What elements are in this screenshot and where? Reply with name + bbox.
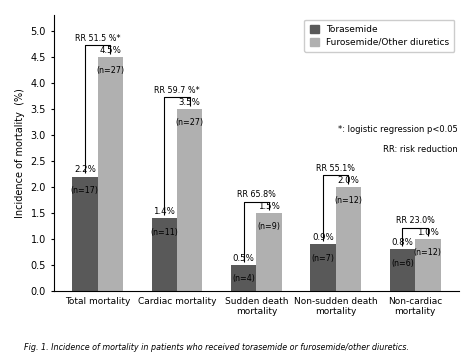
Text: (n=9): (n=9) [257, 222, 281, 231]
Text: RR 65.8%: RR 65.8% [237, 190, 276, 199]
Text: 4.5%: 4.5% [99, 46, 121, 54]
Bar [415, 239, 440, 291]
Text: (n=4): (n=4) [232, 274, 255, 283]
Bar [98, 57, 123, 291]
Bar [336, 187, 361, 291]
Text: 3.5%: 3.5% [179, 98, 201, 107]
Text: 1.0%: 1.0% [417, 228, 439, 237]
Text: (n=12): (n=12) [414, 248, 442, 257]
Bar [231, 265, 256, 291]
Text: RR 55.1%: RR 55.1% [316, 164, 355, 173]
Text: RR 51.5 %*: RR 51.5 %* [75, 34, 120, 43]
Legend: Torasemide, Furosemide/Other diuretics: Torasemide, Furosemide/Other diuretics [304, 20, 455, 52]
Y-axis label: Incidence of mortality  (%): Incidence of mortality (%) [15, 88, 25, 218]
Text: Fig. 1. Incidence of mortality in patients who received torasemide or furosemide: Fig. 1. Incidence of mortality in patien… [24, 344, 409, 352]
Text: 0.8%: 0.8% [392, 239, 413, 247]
Text: *: logistic regression p<0.05: *: logistic regression p<0.05 [338, 125, 458, 135]
Text: RR 59.7 %*: RR 59.7 %* [154, 86, 200, 95]
Text: RR: risk reduction: RR: risk reduction [383, 145, 458, 154]
Bar [390, 250, 415, 291]
Bar [177, 109, 202, 291]
Text: 1.4%: 1.4% [153, 207, 175, 216]
Bar [72, 177, 98, 291]
Text: (n=27): (n=27) [175, 118, 204, 127]
Text: 1.5%: 1.5% [258, 202, 280, 211]
Text: (n=12): (n=12) [335, 196, 363, 205]
Bar [310, 244, 336, 291]
Text: 0.9%: 0.9% [312, 233, 334, 242]
Text: RR 23.0%: RR 23.0% [396, 216, 435, 225]
Text: 2.2%: 2.2% [74, 166, 96, 174]
Text: (n=11): (n=11) [150, 227, 178, 237]
Bar [152, 218, 177, 291]
Bar [256, 213, 282, 291]
Text: (n=7): (n=7) [311, 253, 335, 263]
Text: (n=17): (n=17) [71, 186, 99, 195]
Text: (n=27): (n=27) [96, 66, 124, 75]
Text: (n=6): (n=6) [391, 259, 414, 268]
Text: 0.5%: 0.5% [233, 254, 255, 263]
Text: 2.0%: 2.0% [337, 176, 359, 185]
